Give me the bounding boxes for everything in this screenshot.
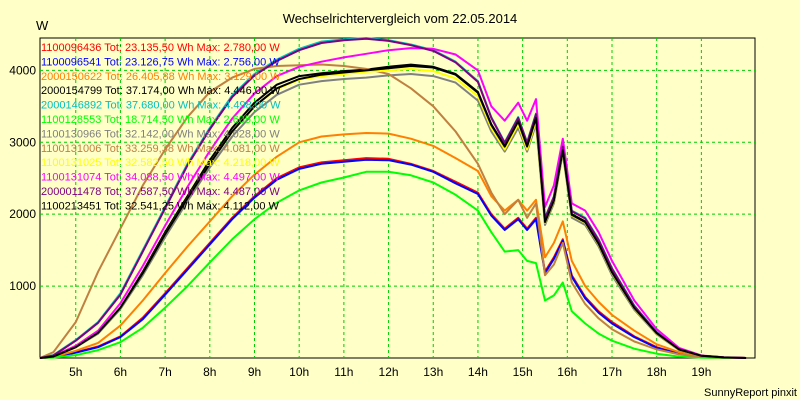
y-tick-label: 1000 — [9, 279, 36, 293]
legend-entry: 2000011478 Tot: 37.587,50 Wh Max: 4.487,… — [41, 186, 280, 198]
y-tick-label: 2000 — [9, 207, 36, 221]
legend-entry: 2000154799 Tot: 37.174,00 Wh Max: 4.446,… — [41, 85, 281, 97]
y-axis-ticks: 1000 2000 3000 4000 — [9, 63, 36, 293]
x-tick-label: 13h — [423, 365, 443, 379]
x-tick-label: 6h — [114, 365, 127, 379]
y-tick-label: 3000 — [9, 135, 36, 149]
x-tick-label: 11h — [334, 365, 353, 379]
series-line-12 — [39, 65, 747, 359]
x-tick-label: 8h — [203, 365, 216, 379]
y-axis-label: W — [36, 18, 49, 33]
series-line-3 — [39, 132, 747, 359]
legend-entry: 1100131006 Tot: 33.259,38 Wh Max: 4.081,… — [41, 143, 280, 155]
x-tick-label: 17h — [602, 365, 622, 379]
footer-credit: SunnyReport pinxit — [704, 387, 797, 399]
legend-entry: 1100096436 Tot: 23.135,50 Wh Max: 2.780,… — [41, 42, 280, 54]
x-tick-label: 19h — [691, 365, 711, 379]
x-tick-label: 16h — [557, 365, 577, 379]
legend-entry: 1100131025 Tot: 32.582,50 Wh Max: 4.218,… — [41, 157, 280, 169]
series-line-8 — [39, 63, 747, 359]
series-line-2 — [39, 158, 747, 359]
legend: 1100096436 Tot: 23.135,50 Wh Max: 2.780,… — [41, 42, 281, 212]
x-tick-label: 10h — [289, 365, 309, 379]
legend-entry: 1100128553 Tot: 18.714,50 Wh Max: 2.605,… — [41, 114, 280, 126]
series-line-10 — [39, 47, 747, 359]
x-tick-label: 5h — [69, 365, 82, 379]
x-tick-label: 7h — [158, 365, 171, 379]
x-tick-label: 9h — [248, 365, 261, 379]
legend-entry: 1100096541 Tot: 23.126,75 Wh Max: 2.756,… — [41, 56, 280, 68]
series-line-11 — [39, 37, 747, 359]
x-tick-label: 15h — [513, 365, 533, 379]
chart-title: Wechselrichtervergleich vom 22.05.2014 — [283, 11, 518, 26]
legend-entry: 1100213451 Tot: 32.541,25 Wh Max: 4.112,… — [41, 200, 280, 212]
series-lines — [39, 37, 747, 359]
y-tick-label: 4000 — [9, 63, 36, 77]
x-axis-ticks: 5h 6h 7h 8h 9h 10h 11h 12h 13h 14h 15h 16h 17h 18h 19h — [69, 365, 711, 379]
x-tick-label: 12h — [379, 365, 399, 379]
x-tick-label: 18h — [647, 365, 667, 379]
legend-entry: 2000146892 Tot: 37.680,00 Wh Max: 4.498,… — [41, 100, 281, 112]
x-tick-label: 14h — [468, 365, 488, 379]
plot-area — [39, 37, 756, 359]
legend-entry: 2000150622 Tot: 26.405,88 Wh Max: 3.129,… — [41, 71, 281, 83]
legend-entry: 1100131074 Tot: 34.088,50 Wh Max: 4.497,… — [41, 172, 280, 184]
series-line-6 — [39, 170, 747, 359]
legend-entry: 1100130966 Tot: 32.142,00 Wh Max: 4.028,… — [41, 128, 280, 140]
